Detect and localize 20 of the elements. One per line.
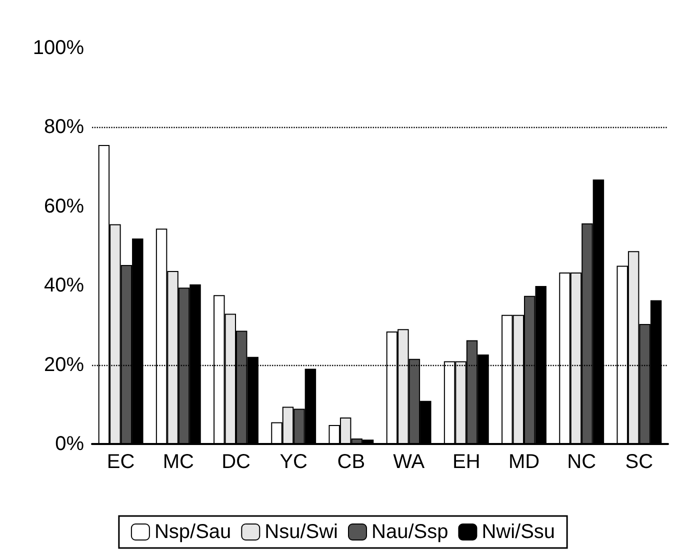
- x-tick-label: WA: [393, 451, 426, 473]
- y-tick-label: 60%: [44, 195, 84, 218]
- x-tick-label: DC: [222, 451, 250, 473]
- x-tick-label: SC: [625, 451, 654, 473]
- y-tick-label: 20%: [44, 354, 84, 376]
- y-tick-label: 100%: [32, 37, 84, 59]
- legend-label: Nsu/Swi: [264, 521, 338, 543]
- y-tick-label: 40%: [44, 274, 84, 297]
- x-tick-label: NC: [567, 451, 596, 473]
- legend-label: Nsp/Sau: [154, 521, 232, 543]
- x-tick-label: MC: [162, 451, 194, 473]
- x-tick-label: EH: [452, 451, 480, 473]
- y-tick-label: 80%: [44, 116, 84, 138]
- y-tick-label: 0%: [55, 433, 84, 455]
- legend-label: Nau/Ssp: [372, 521, 448, 543]
- x-tick-label: CB: [337, 451, 366, 473]
- x-tick-label: YC: [280, 451, 308, 473]
- x-tick-label: EC: [106, 451, 135, 473]
- x-tick-label: MD: [508, 451, 540, 473]
- legend-label: Nwi/Ssu: [482, 521, 556, 543]
